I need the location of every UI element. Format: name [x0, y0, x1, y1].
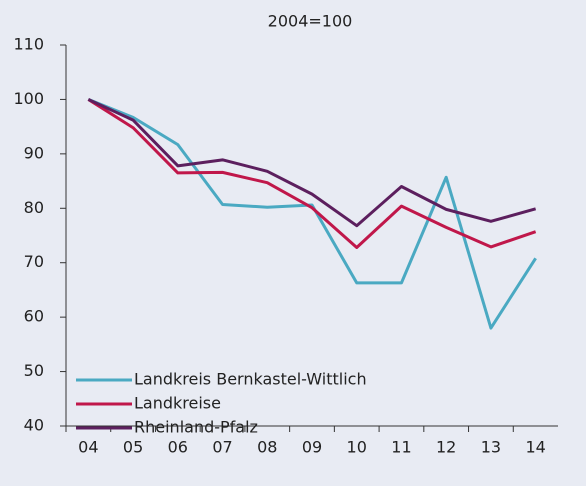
y-tick-label: 110 [13, 35, 44, 54]
x-tick-label: 09 [302, 438, 322, 457]
y-tick-label: 60 [24, 307, 44, 326]
y-tick-label: 40 [24, 416, 44, 435]
legend-label: Landkreise [134, 394, 221, 413]
y-tick-label: 100 [13, 89, 44, 108]
x-tick-label: 06 [168, 438, 188, 457]
x-tick-label: 11 [391, 438, 411, 457]
y-tick-label: 80 [24, 198, 44, 217]
y-tick-label: 70 [24, 252, 44, 271]
y-tick-label: 90 [24, 143, 44, 162]
series-line [87, 98, 537, 249]
x-tick-label: 08 [257, 438, 277, 457]
x-tick-label: 05 [123, 438, 143, 457]
legend-label: Rheinland-Pfalz [134, 418, 258, 437]
x-tick-label: 10 [347, 438, 367, 457]
y-tick-label: 50 [24, 361, 44, 380]
x-tick-label: 07 [212, 438, 232, 457]
x-tick-label: 14 [525, 438, 545, 457]
legend-label: Landkreis Bernkastel-Wittlich [134, 370, 367, 389]
chart-title: 2004=100 [268, 12, 353, 31]
x-tick-label: 12 [436, 438, 456, 457]
x-tick-label: 13 [481, 438, 501, 457]
series-line [87, 98, 537, 228]
x-tick-label: 04 [78, 438, 98, 457]
series-line [87, 98, 537, 330]
